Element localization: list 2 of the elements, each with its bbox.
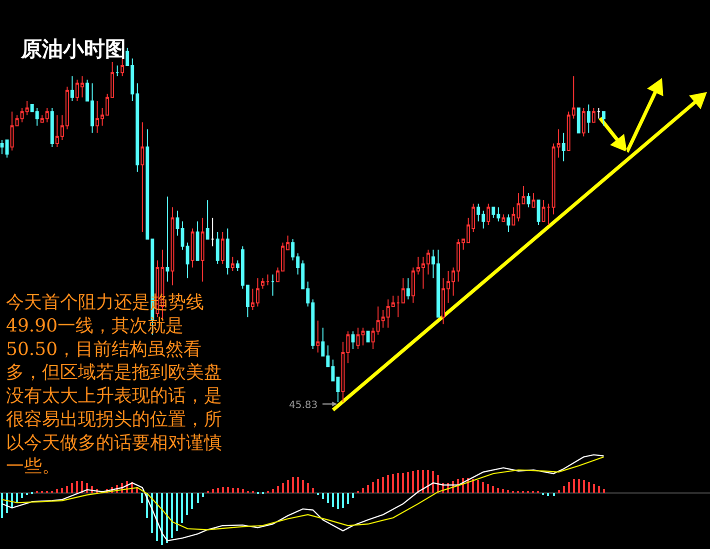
chart-title: 原油小时图: [20, 36, 126, 61]
annotation: 45.83: [289, 400, 318, 411]
